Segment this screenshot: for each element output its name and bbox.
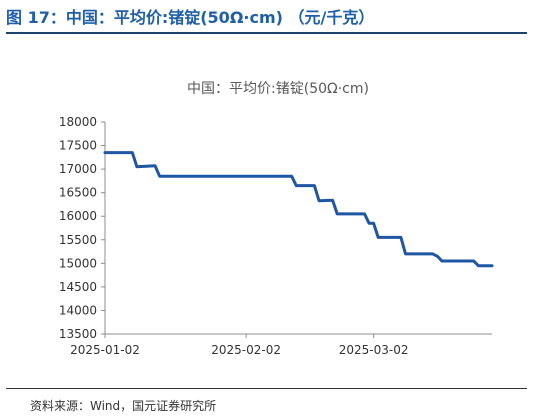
y-tick-label: 17500 <box>59 139 97 153</box>
series-layer <box>103 151 494 268</box>
chart-title: 中国：平均价:锗锭(50Ω·cm) <box>187 81 369 97</box>
x-tick-label: 2025-01-02 <box>70 343 140 357</box>
source-rule <box>6 388 527 389</box>
y-tick-label: 14500 <box>59 280 97 294</box>
y-tick-label: 14000 <box>59 303 97 317</box>
chart-axes: 13500 14000 14500 15000 15500 16000 16500 17000… <box>59 115 492 357</box>
y-tick-label: 15500 <box>59 233 97 247</box>
y-tick-label: 13500 <box>59 327 97 341</box>
y-tick-label: 17000 <box>59 162 97 176</box>
source-note: 资料来源：Wind，国元证券研究所 <box>30 399 217 413</box>
x-tick-label: 2025-02-02 <box>211 343 281 357</box>
y-tick-label: 15000 <box>59 256 97 270</box>
figure-title: 图 17：中国：平均价:锗锭(50Ω·cm) （元/千克） <box>6 8 375 27</box>
price-series-line <box>103 151 494 268</box>
y-tick-label: 16500 <box>59 186 97 200</box>
x-tick-label: 2025-03-02 <box>339 343 409 357</box>
y-tick-label: 18000 <box>59 115 97 129</box>
title-rule <box>6 32 527 34</box>
y-tick-label: 16000 <box>59 209 97 223</box>
